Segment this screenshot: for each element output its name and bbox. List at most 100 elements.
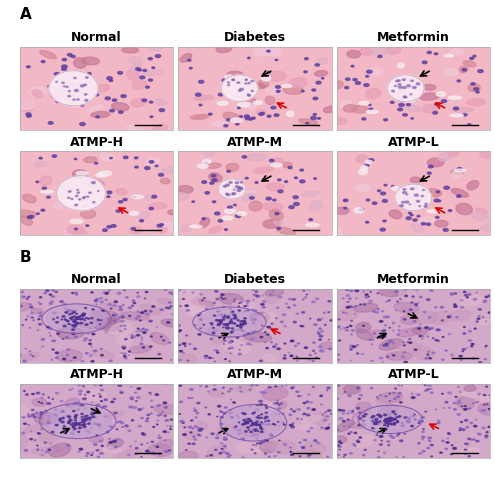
Circle shape	[63, 318, 64, 319]
Circle shape	[399, 402, 402, 403]
Ellipse shape	[266, 45, 283, 51]
Ellipse shape	[147, 158, 159, 166]
Circle shape	[378, 451, 379, 452]
Circle shape	[110, 110, 114, 112]
Circle shape	[268, 456, 270, 457]
Circle shape	[249, 420, 251, 422]
Circle shape	[72, 329, 74, 330]
Circle shape	[87, 418, 89, 419]
Ellipse shape	[116, 188, 127, 194]
Circle shape	[470, 422, 473, 424]
Ellipse shape	[263, 220, 280, 228]
Circle shape	[156, 327, 157, 328]
Circle shape	[63, 325, 66, 326]
Circle shape	[85, 394, 86, 395]
Circle shape	[386, 429, 387, 430]
Ellipse shape	[244, 332, 272, 342]
Circle shape	[157, 224, 162, 227]
Circle shape	[466, 426, 469, 428]
Circle shape	[413, 320, 416, 322]
Ellipse shape	[450, 170, 464, 174]
Circle shape	[396, 290, 398, 292]
Circle shape	[155, 54, 161, 58]
Circle shape	[392, 436, 395, 438]
Circle shape	[320, 395, 323, 396]
Circle shape	[453, 448, 456, 449]
Ellipse shape	[354, 416, 368, 423]
Circle shape	[137, 292, 138, 293]
Ellipse shape	[449, 310, 471, 320]
Circle shape	[128, 430, 131, 432]
Ellipse shape	[84, 157, 97, 162]
Ellipse shape	[234, 346, 252, 354]
Circle shape	[429, 358, 432, 359]
Circle shape	[242, 457, 244, 458]
Ellipse shape	[356, 155, 369, 163]
Circle shape	[72, 316, 74, 318]
Circle shape	[373, 311, 375, 312]
Circle shape	[164, 288, 167, 290]
Circle shape	[170, 429, 171, 430]
Circle shape	[122, 315, 124, 316]
Text: Normal: Normal	[71, 273, 122, 286]
Circle shape	[363, 304, 366, 305]
Ellipse shape	[412, 327, 427, 335]
Circle shape	[310, 402, 313, 403]
Ellipse shape	[217, 101, 228, 105]
Circle shape	[109, 80, 113, 82]
Circle shape	[53, 318, 54, 320]
Ellipse shape	[386, 46, 401, 54]
Ellipse shape	[257, 110, 266, 116]
Circle shape	[445, 402, 447, 403]
Circle shape	[86, 77, 88, 78]
Circle shape	[468, 330, 471, 332]
Ellipse shape	[272, 161, 282, 166]
Circle shape	[165, 307, 168, 308]
Circle shape	[217, 406, 221, 407]
Circle shape	[384, 184, 387, 186]
Circle shape	[239, 302, 241, 304]
Circle shape	[457, 195, 461, 198]
Ellipse shape	[232, 301, 248, 312]
Circle shape	[352, 410, 354, 412]
Circle shape	[464, 294, 468, 296]
Circle shape	[255, 445, 257, 446]
Circle shape	[473, 298, 477, 300]
Circle shape	[113, 440, 116, 442]
Circle shape	[190, 389, 193, 390]
Circle shape	[213, 388, 216, 390]
Circle shape	[191, 420, 193, 421]
Circle shape	[62, 68, 66, 70]
Circle shape	[371, 360, 373, 362]
Circle shape	[225, 184, 229, 186]
Circle shape	[118, 384, 122, 386]
Circle shape	[399, 204, 403, 206]
Circle shape	[246, 418, 249, 420]
Circle shape	[130, 397, 133, 398]
Ellipse shape	[40, 176, 51, 186]
Circle shape	[108, 430, 109, 431]
Circle shape	[261, 414, 262, 415]
Ellipse shape	[67, 225, 84, 234]
Circle shape	[405, 417, 408, 418]
Circle shape	[239, 422, 240, 423]
Circle shape	[227, 317, 229, 318]
Ellipse shape	[99, 303, 123, 316]
Circle shape	[196, 412, 198, 414]
Circle shape	[204, 357, 207, 358]
Circle shape	[435, 409, 437, 410]
Circle shape	[92, 182, 95, 184]
Circle shape	[120, 316, 124, 318]
Circle shape	[264, 418, 266, 419]
Circle shape	[396, 435, 398, 436]
Circle shape	[338, 410, 342, 411]
Circle shape	[41, 428, 43, 430]
Circle shape	[267, 420, 270, 422]
Ellipse shape	[392, 94, 402, 100]
Circle shape	[89, 417, 91, 418]
Circle shape	[410, 188, 414, 190]
Circle shape	[244, 318, 247, 319]
Circle shape	[236, 325, 239, 326]
Circle shape	[393, 330, 394, 331]
Ellipse shape	[85, 196, 101, 204]
